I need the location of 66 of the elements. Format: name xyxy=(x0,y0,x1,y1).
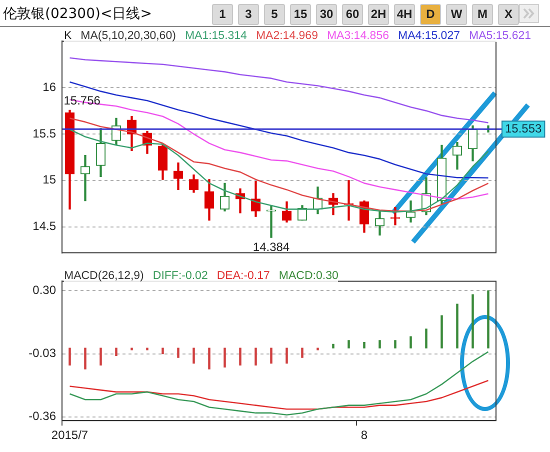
text: MA4:15.027 xyxy=(398,30,460,42)
bar xyxy=(286,348,288,364)
bar xyxy=(100,348,102,366)
bar xyxy=(440,315,443,348)
y-tick-label: 16 xyxy=(42,80,56,94)
bar xyxy=(270,348,272,364)
candlestick xyxy=(266,205,276,238)
y-tick-label: -0.03 xyxy=(28,346,56,360)
bar xyxy=(301,348,304,358)
bar xyxy=(162,348,164,354)
y-tick-label: 15 xyxy=(42,172,56,187)
bar xyxy=(378,340,381,348)
ref-line-label: 15.553 xyxy=(505,121,542,136)
text: 15 xyxy=(290,4,311,25)
bar xyxy=(348,340,350,348)
text: 4H xyxy=(394,4,415,25)
text: MA3:14.856 xyxy=(326,30,389,42)
y-tick-label: 0.30 xyxy=(32,283,56,298)
x-tick-label: 2015/7 xyxy=(51,428,88,442)
bar xyxy=(68,348,71,366)
bar xyxy=(254,348,257,366)
bar xyxy=(239,348,242,366)
text: 1 xyxy=(212,4,233,25)
text: D xyxy=(420,4,441,25)
bar xyxy=(224,348,226,368)
chart-title: 伦敦银(02300)<日线> xyxy=(3,5,152,23)
bar xyxy=(456,304,458,348)
bar xyxy=(316,348,319,350)
bar xyxy=(410,336,412,348)
y-tick-label: 14.5 xyxy=(32,219,56,234)
text: 2H xyxy=(368,4,389,25)
bar xyxy=(332,344,334,348)
text: MA1:15.314 xyxy=(184,30,247,42)
y-tick-label: -0.36 xyxy=(28,409,56,424)
annotation: K xyxy=(64,30,72,42)
text: DIFF:-0.02 xyxy=(152,270,208,282)
text: DEA:-0.17 xyxy=(216,270,270,282)
text: 60 xyxy=(342,4,363,25)
candlestick xyxy=(80,155,90,202)
bar xyxy=(487,290,490,348)
legend-title: MA(5,10,20,30,60) xyxy=(80,30,176,42)
text: X xyxy=(498,4,519,25)
bar xyxy=(425,328,428,348)
bar xyxy=(192,348,195,364)
bar xyxy=(84,348,86,370)
text: W xyxy=(446,4,467,25)
text: 5 xyxy=(264,4,285,25)
text: 3 xyxy=(238,4,259,25)
legend-title: MACD(26,12,9) xyxy=(64,270,144,282)
bar xyxy=(130,348,133,350)
bar xyxy=(208,348,210,370)
bar xyxy=(394,340,396,348)
text: MA5:15.621 xyxy=(469,30,532,42)
annotation: 14.384 xyxy=(252,240,290,254)
bar xyxy=(146,348,148,350)
bar xyxy=(472,294,474,348)
text: 30 xyxy=(316,4,337,25)
text: MA2:14.969 xyxy=(256,30,318,42)
bar xyxy=(363,342,366,348)
bar xyxy=(177,348,180,358)
y-tick-label: 15.5 xyxy=(32,126,56,140)
text: M xyxy=(472,4,493,25)
text: MACD:0.30 xyxy=(278,270,338,282)
candlestick xyxy=(390,206,400,226)
x-tick-label: 8 xyxy=(360,428,368,442)
bar xyxy=(115,348,118,356)
